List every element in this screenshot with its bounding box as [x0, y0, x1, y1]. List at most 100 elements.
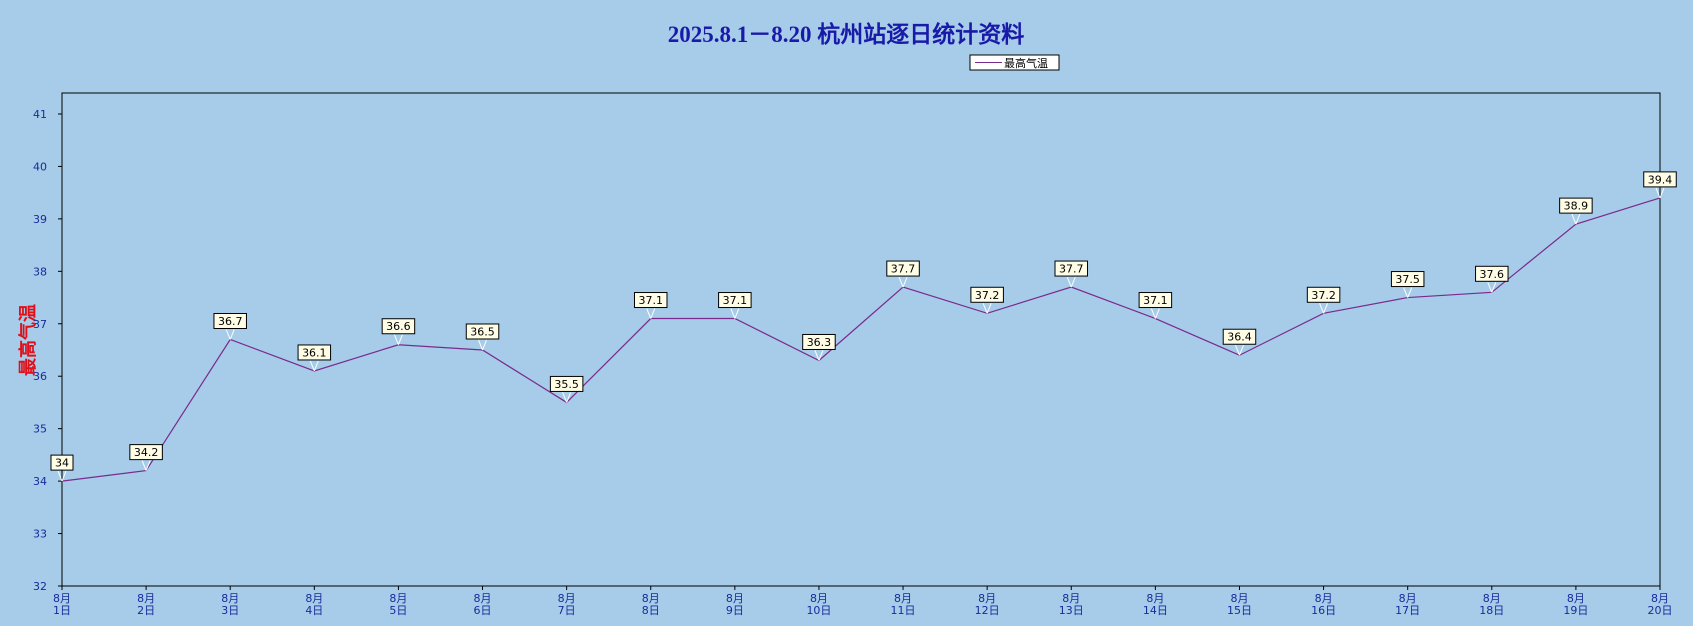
value-label: 37.1 — [638, 294, 663, 307]
label-box — [213, 313, 247, 329]
x-tick-label: 13日 — [1059, 604, 1084, 617]
value-label: 37.1 — [1143, 294, 1168, 307]
label-pointer — [1491, 282, 1497, 293]
label-pointer — [393, 334, 399, 345]
x-tick-label: 18日 — [1479, 604, 1504, 617]
value-label: 37.2 — [1311, 289, 1336, 302]
label-pointer — [566, 392, 572, 403]
label-box — [1138, 292, 1173, 309]
label-pointer — [1655, 187, 1661, 199]
label-pointer — [902, 276, 908, 288]
data-label: 37.7 — [1054, 260, 1089, 288]
value-label: 37.7 — [891, 263, 916, 276]
label-box — [633, 292, 668, 309]
x-tick-label: 8日 — [642, 604, 660, 617]
plot-area — [61, 92, 1661, 587]
x-tick-label: 8月 — [726, 592, 744, 605]
x-tick-label: 8月 — [558, 592, 576, 605]
legend-box — [969, 54, 1060, 71]
x-tick-label: 8月 — [1399, 592, 1417, 605]
x-tick-label: 8月 — [221, 592, 239, 605]
value-label: 37.6 — [1480, 268, 1505, 281]
value-label: 37.2 — [975, 289, 1000, 302]
x-tick-label: 8月 — [642, 592, 660, 605]
data-label: 34.2 — [129, 444, 163, 471]
x-tick-label: 8月 — [978, 592, 996, 605]
value-label: 34 — [55, 457, 69, 470]
x-tick-label: 8月 — [810, 592, 828, 605]
x-tick-label: 19日 — [1563, 604, 1588, 617]
data-label: 37.6 — [1475, 265, 1509, 293]
label-pointer — [57, 470, 63, 482]
x-tick-label: 3日 — [221, 604, 239, 617]
label-pointer — [1070, 276, 1076, 288]
label-pointer — [313, 360, 319, 372]
y-tick-label: 41 — [33, 108, 47, 121]
label-pointer — [1150, 308, 1156, 319]
data-label: 34 — [50, 454, 74, 482]
x-tick-label: 20日 — [1648, 604, 1673, 617]
value-label: 36.6 — [386, 320, 411, 333]
value-label: 37.7 — [1059, 263, 1084, 276]
label-pointer — [1659, 187, 1665, 199]
data-label: 36.4 — [1222, 328, 1257, 356]
y-tick-label: 38 — [33, 265, 47, 278]
x-tick-label: 8月 — [305, 592, 323, 605]
label-pointer — [1323, 303, 1329, 314]
y-tick-label: 39 — [33, 213, 47, 226]
label-pointer — [482, 339, 487, 351]
label-pointer — [734, 308, 740, 319]
value-label: 34.2 — [134, 446, 159, 459]
label-box — [1222, 328, 1257, 345]
value-label: 36.4 — [1227, 331, 1252, 344]
label-pointer — [982, 303, 988, 314]
x-tick-label: 8月 — [894, 592, 912, 605]
data-label: 36.3 — [802, 333, 836, 361]
label-pointer — [1407, 287, 1413, 298]
y-tick-label: 32 — [33, 580, 47, 593]
x-tick-label: 8月 — [1315, 592, 1333, 605]
label-pointer — [1403, 287, 1409, 298]
data-label: 36.7 — [213, 313, 247, 340]
label-pointer — [562, 392, 568, 403]
data-label: 36.5 — [465, 323, 500, 351]
x-tick-label: 8月 — [1230, 592, 1248, 605]
label-pointer — [225, 329, 231, 340]
label-box — [718, 292, 752, 309]
x-tick-label: 8月 — [1651, 592, 1669, 605]
label-pointer — [1575, 213, 1581, 225]
label-box — [381, 318, 416, 335]
label-box — [1306, 286, 1341, 303]
label-pointer — [1487, 282, 1493, 293]
label-pointer — [1235, 345, 1240, 356]
label-pointer — [141, 460, 147, 471]
data-label: 36.6 — [381, 318, 416, 345]
data-label: 35.5 — [549, 375, 584, 403]
y-tick-label: 34 — [33, 475, 47, 488]
x-tick-label: 7日 — [558, 604, 576, 617]
x-tick-label: 17日 — [1395, 604, 1420, 617]
y-tick-label: 33 — [33, 528, 47, 541]
line — [61, 197, 1661, 482]
label-box — [465, 323, 500, 340]
chart-title: 2025.8.1－8.20 杭州站逐日统计资料 — [668, 21, 1025, 47]
y-tick-label: 36 — [33, 370, 47, 383]
x-tick-label: 10日 — [806, 604, 831, 617]
x-tick-label: 5日 — [389, 604, 407, 617]
x-tick-label: 1日 — [53, 604, 71, 617]
label-box — [1475, 265, 1509, 282]
data-label: 37.1 — [633, 292, 668, 319]
y-tick-label: 35 — [33, 423, 47, 436]
label-pointer — [309, 360, 315, 372]
label-pointer — [730, 308, 736, 319]
label-pointer — [898, 276, 904, 288]
value-label: 36.7 — [218, 315, 243, 328]
x-tick-label: 8月 — [1062, 592, 1080, 605]
label-pointer — [986, 303, 992, 314]
label-box — [802, 333, 836, 350]
x-tick-label: 8月 — [1146, 592, 1164, 605]
x-tick-label: 4日 — [305, 604, 323, 617]
y-tick-label: 40 — [33, 160, 47, 173]
x-tick-label: 12日 — [975, 604, 1000, 617]
x-tick-label: 6日 — [474, 604, 492, 617]
